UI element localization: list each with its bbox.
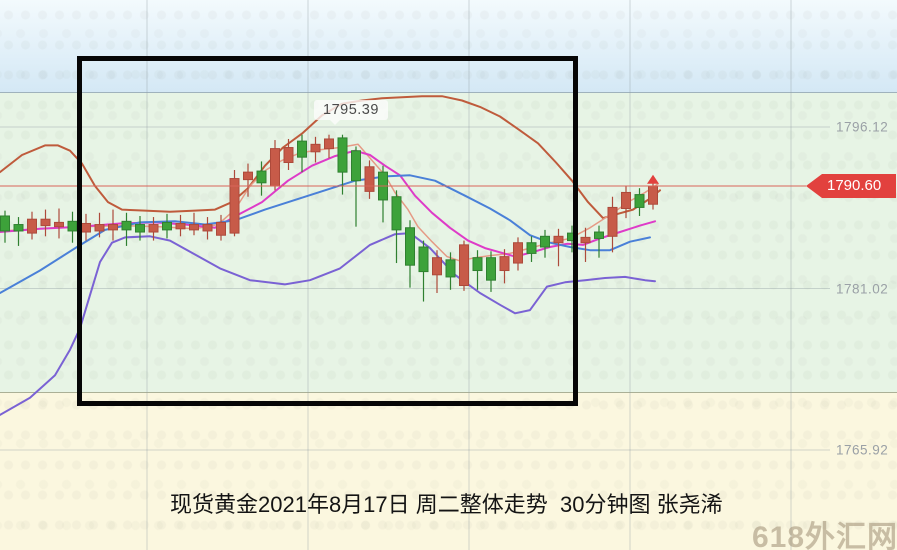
candle-body-up xyxy=(202,224,213,232)
candle-body-up xyxy=(27,218,37,234)
candle-body-up xyxy=(553,235,564,244)
ma-line-ma-fast xyxy=(0,143,659,262)
current-price-tag: 1790.60 xyxy=(806,174,896,199)
price-band-green xyxy=(0,92,897,392)
candle-body-up xyxy=(81,222,91,233)
candle-body-down xyxy=(540,235,550,248)
candle-body-down xyxy=(13,224,24,232)
axis-price-label: 1765.92 xyxy=(836,442,889,458)
candle-body-up xyxy=(364,166,375,192)
candle-body-up xyxy=(229,178,240,234)
candle-body-down xyxy=(351,150,361,182)
candle-body-up xyxy=(40,218,51,227)
candle-body-down xyxy=(297,140,307,158)
candle-body-up xyxy=(189,224,199,231)
candle-body-up xyxy=(270,148,280,187)
candle-body-down xyxy=(472,257,483,272)
candle-body-up xyxy=(513,242,523,264)
candle-body-up xyxy=(108,224,118,231)
candle-body-up xyxy=(580,236,591,244)
candle-body-down xyxy=(445,259,456,278)
candle-body-up xyxy=(54,221,64,228)
candle-body-down xyxy=(0,215,10,232)
candle-body-down xyxy=(634,194,645,208)
candle-body-up xyxy=(175,222,186,230)
candle-body-up xyxy=(310,143,321,153)
ma-line-band-lower xyxy=(0,232,656,416)
candle-body-up xyxy=(499,256,510,272)
candle-body-down xyxy=(526,242,537,254)
candle-body-down xyxy=(391,196,402,231)
candle-body-up xyxy=(216,221,226,236)
candle-body-down xyxy=(256,170,267,184)
peak-price-label: 1795.39 xyxy=(314,100,388,125)
candle-body-down xyxy=(405,227,415,266)
site-watermark: 618外汇网 xyxy=(752,521,897,550)
price-band-sky xyxy=(0,0,897,92)
axis-price-label: 1781.02 xyxy=(836,281,889,296)
candle-body-up xyxy=(648,185,658,205)
candle-body-down xyxy=(567,232,577,242)
candle-body-down xyxy=(418,246,429,273)
candle-body-up xyxy=(432,257,442,276)
candle-body-down xyxy=(121,220,132,231)
price-band-yellow xyxy=(0,392,897,550)
candle-body-up xyxy=(243,171,253,181)
candle-body-up xyxy=(459,244,469,287)
candle-body-up xyxy=(148,224,159,233)
candle-body-up xyxy=(94,224,105,232)
candle-body-up xyxy=(324,138,334,150)
current-price-marker xyxy=(647,174,659,184)
candle-body-down xyxy=(135,224,145,233)
chart-caption: 现货黄金2021年8月17日 周二整体走势 30分钟图 张尧浠 xyxy=(170,492,723,517)
candle-body-down xyxy=(337,137,348,173)
candle-body-up xyxy=(607,206,618,237)
axis-price-label: 1796.12 xyxy=(836,119,889,135)
candle-body-up xyxy=(283,147,294,164)
candle-body-up xyxy=(621,191,631,209)
candle-body-down xyxy=(162,221,172,231)
candle-body-down xyxy=(67,220,78,232)
candle-body-down xyxy=(594,231,604,239)
candle-body-down xyxy=(486,257,496,281)
